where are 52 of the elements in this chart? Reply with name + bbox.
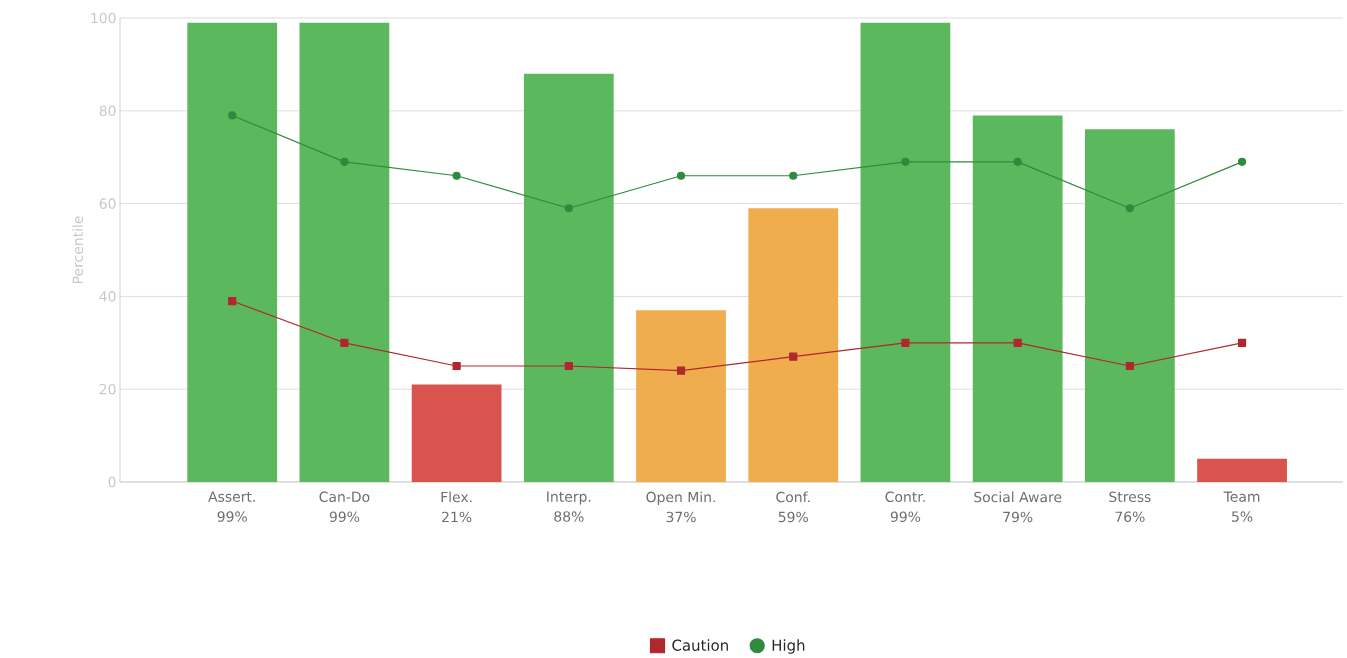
x-tick-label: Contr. <box>885 491 925 503</box>
bar <box>523 73 614 482</box>
point <box>564 204 573 213</box>
data-label: 79% <box>1003 511 1033 523</box>
point <box>901 338 910 347</box>
bar <box>299 22 390 482</box>
data-label: 59% <box>778 511 808 523</box>
x-tick-label: Can-Do <box>319 491 370 503</box>
point <box>1125 361 1134 371</box>
x-tick-label: Team <box>1223 491 1260 502</box>
bar <box>1084 129 1175 482</box>
bar <box>860 22 951 482</box>
x-tick-label: Social Aware <box>974 491 1062 503</box>
point <box>1237 157 1247 166</box>
x-tick-label: Assert. <box>208 491 255 502</box>
point <box>1013 157 1022 166</box>
point <box>228 111 237 120</box>
data-label: 76% <box>1115 511 1145 522</box>
bar <box>411 384 502 482</box>
point <box>676 366 686 375</box>
bar <box>187 22 278 482</box>
x-tick-label: Open Min. <box>646 491 715 506</box>
data-label: 99% <box>890 511 921 522</box>
x-tick-label: Interp. <box>547 491 591 505</box>
data-label: 21% <box>442 511 472 523</box>
point <box>1237 338 1247 347</box>
bar <box>748 208 839 482</box>
point <box>228 296 237 306</box>
x-tick-label: Stress <box>1109 491 1151 503</box>
x-tick-label: Flex. <box>441 491 472 503</box>
data-label: 99% <box>329 511 360 522</box>
point <box>901 157 910 166</box>
point <box>564 361 573 371</box>
bar <box>972 115 1063 482</box>
point <box>340 338 349 347</box>
point <box>1013 338 1022 347</box>
data-label: 37% <box>666 511 696 523</box>
point <box>1125 204 1134 213</box>
legend-label: High <box>772 639 805 654</box>
bar <box>1197 458 1287 482</box>
x-tick-label: Conf. <box>776 491 810 503</box>
data-label: 99% <box>217 511 247 522</box>
point <box>789 171 798 180</box>
legend-label: Caution <box>672 639 728 651</box>
data-label: 88% <box>554 511 584 522</box>
point <box>340 157 349 166</box>
data-label: 5% <box>1232 511 1253 522</box>
point <box>789 352 798 361</box>
bar <box>636 310 726 482</box>
point <box>676 171 686 180</box>
point <box>452 171 461 180</box>
point <box>452 361 461 371</box>
